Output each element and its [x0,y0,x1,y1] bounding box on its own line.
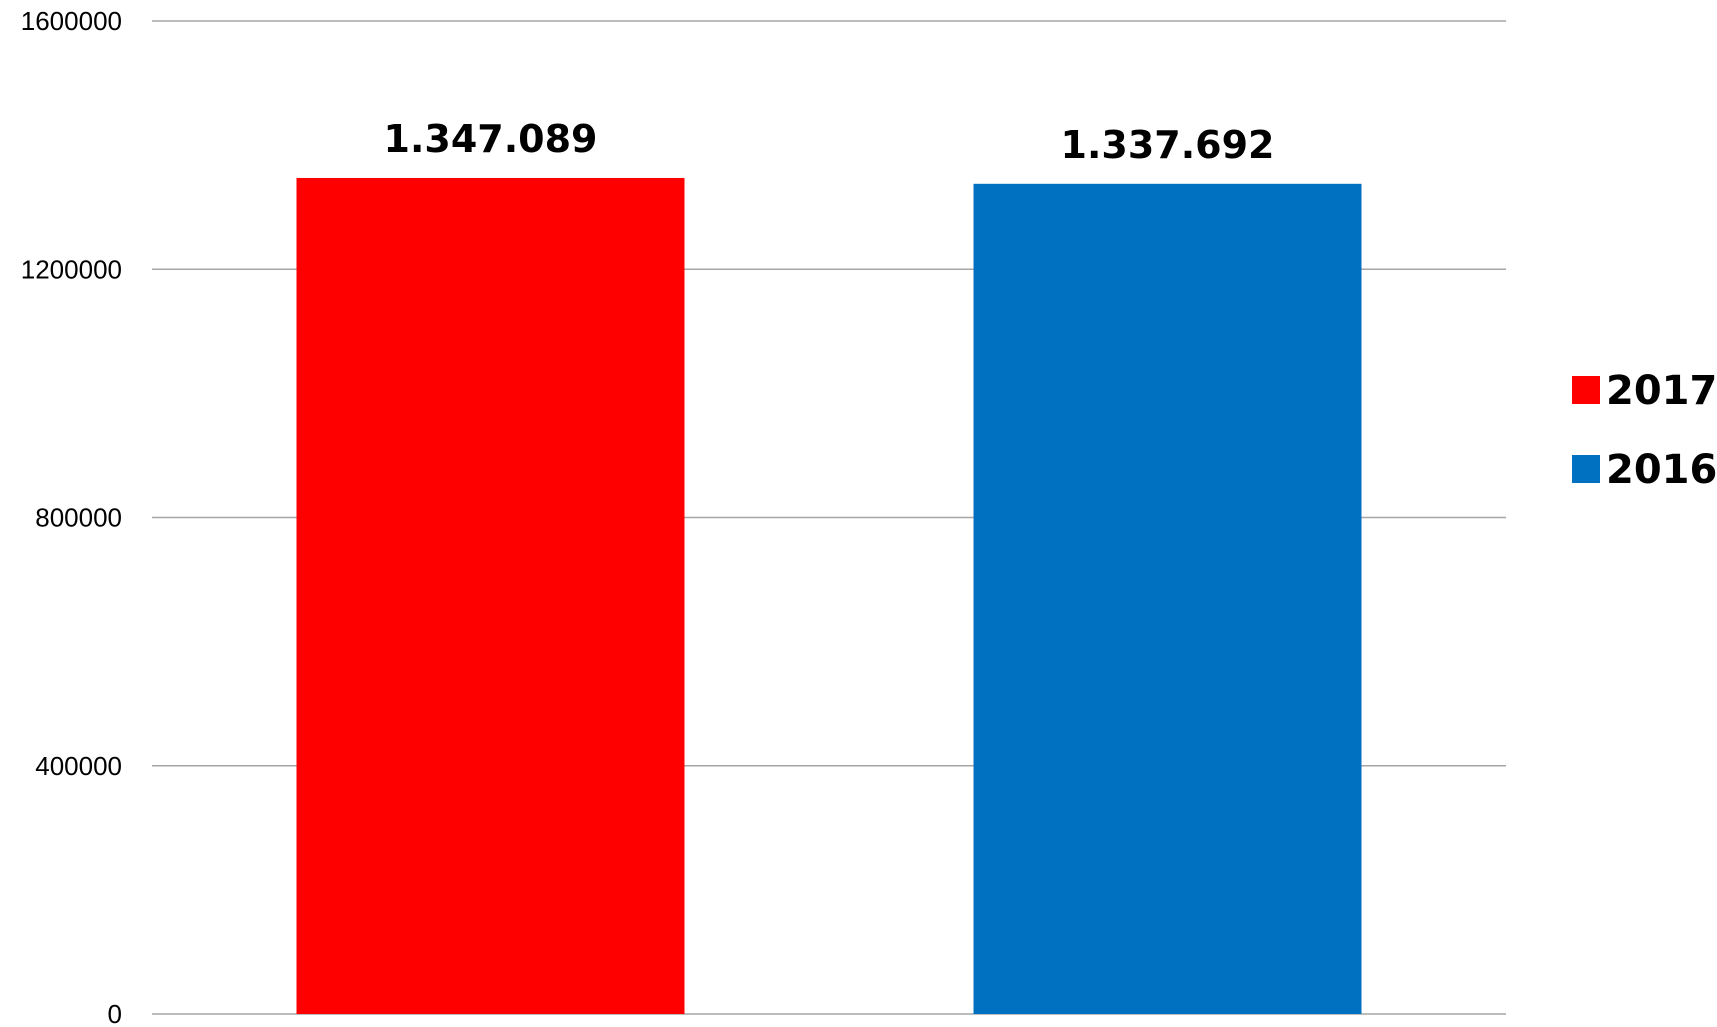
data-label-2017: 1.347.089 [384,117,598,161]
y-tick-label: 1600000 [21,6,122,36]
y-tick-label: 0 [108,999,122,1027]
legend-swatch-2016 [1572,455,1600,483]
legend: 2017 2016 [1572,368,1717,493]
bar-2017 [296,177,685,1014]
legend-swatch-2017 [1572,376,1600,404]
data-label-2016: 1.337.692 [1061,123,1275,167]
y-tick-label: 1200000 [21,254,122,284]
legend-label-2016: 2016 [1606,447,1717,493]
bar-2016 [973,183,1362,1014]
data-labels: 1.347.089 1.337.692 [384,117,1275,167]
bars [296,177,1362,1014]
y-tick-label: 800000 [35,503,122,533]
legend-label-2017: 2017 [1606,368,1717,414]
y-axis-tick-labels: 0 400000 800000 1200000 1600000 [21,6,122,1027]
y-tick-label: 400000 [35,751,122,781]
